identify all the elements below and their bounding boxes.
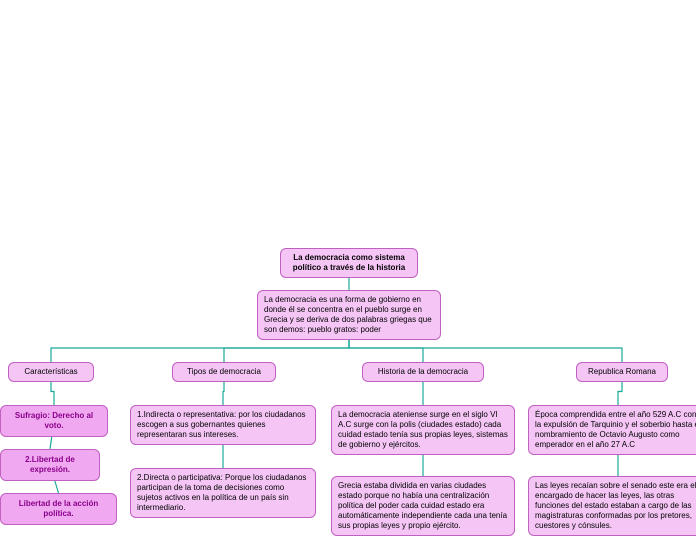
cat-tipos: Tipos de democracia <box>172 362 276 382</box>
cat-republica: Republica Romana <box>576 362 668 382</box>
car-item-2: 2.Libertad de expresión. <box>0 449 100 481</box>
tip-item-1: 1.Indirecta o representativa: por los ci… <box>130 405 316 445</box>
root-title: La democracia como sistema político a tr… <box>280 248 418 278</box>
his-item-2: Grecia estaba dividida en varias ciudade… <box>331 476 515 536</box>
tip-item-2: 2.Directa o participativa: Porque los ci… <box>130 468 316 518</box>
car-item-1: Sufragio: Derecho al voto. <box>0 405 108 437</box>
root-desc: La democracia es una forma de gobierno e… <box>257 290 441 340</box>
car-item-3: Libertad de la acción política. <box>0 493 117 525</box>
cat-caracteristicas: Características <box>8 362 94 382</box>
rep-item-1: Época comprendida entre el año 529 A.C c… <box>528 405 696 455</box>
cat-historia: Historia de la democracia <box>362 362 484 382</box>
his-item-1: La democracia ateniense surge en el sigl… <box>331 405 515 455</box>
rep-item-2: Las leyes recaían sobre el senado este e… <box>528 476 696 536</box>
